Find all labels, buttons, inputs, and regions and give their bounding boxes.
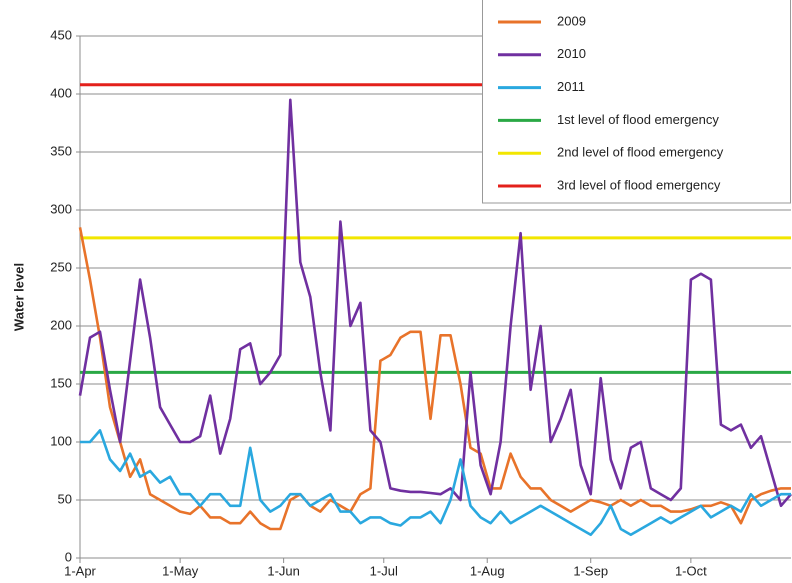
y-tick-label: 300 (50, 201, 72, 216)
y-tick-label: 150 (50, 375, 72, 390)
y-tick-label: 0 (65, 549, 72, 564)
x-tick-label: 1-May (162, 563, 199, 578)
y-tick-label: 400 (50, 85, 72, 100)
y-tick-label: 200 (50, 317, 72, 332)
y-tick-label: 350 (50, 143, 72, 158)
x-tick-label: 1-Aug (470, 563, 505, 578)
x-tick-label: 1-Jul (370, 563, 398, 578)
legend-label: 2nd level of flood emergency (557, 145, 724, 160)
x-tick-label: 1-Apr (64, 563, 96, 578)
y-axis-label: Water level (11, 263, 26, 331)
x-tick-label: 1-Sep (573, 563, 608, 578)
x-tick-label: 1-Jun (267, 563, 300, 578)
legend-label: 2011 (557, 79, 585, 94)
series-line (78, 98, 792, 508)
y-tick-label: 250 (50, 259, 72, 274)
y-tick-label: 100 (50, 433, 72, 448)
legend-label: 2009 (557, 13, 586, 28)
legend-box (482, 0, 791, 204)
x-tick-label: 1-Oct (675, 563, 707, 578)
legend-label: 2010 (557, 46, 586, 61)
legend-label: 1st level of flood emergency (557, 112, 719, 127)
series-line (78, 227, 791, 531)
y-tick-label: 450 (50, 27, 72, 42)
series-line (80, 429, 791, 537)
legend-label: 3rd level of flood emergency (557, 177, 721, 192)
y-tick-label: 50 (58, 491, 72, 506)
